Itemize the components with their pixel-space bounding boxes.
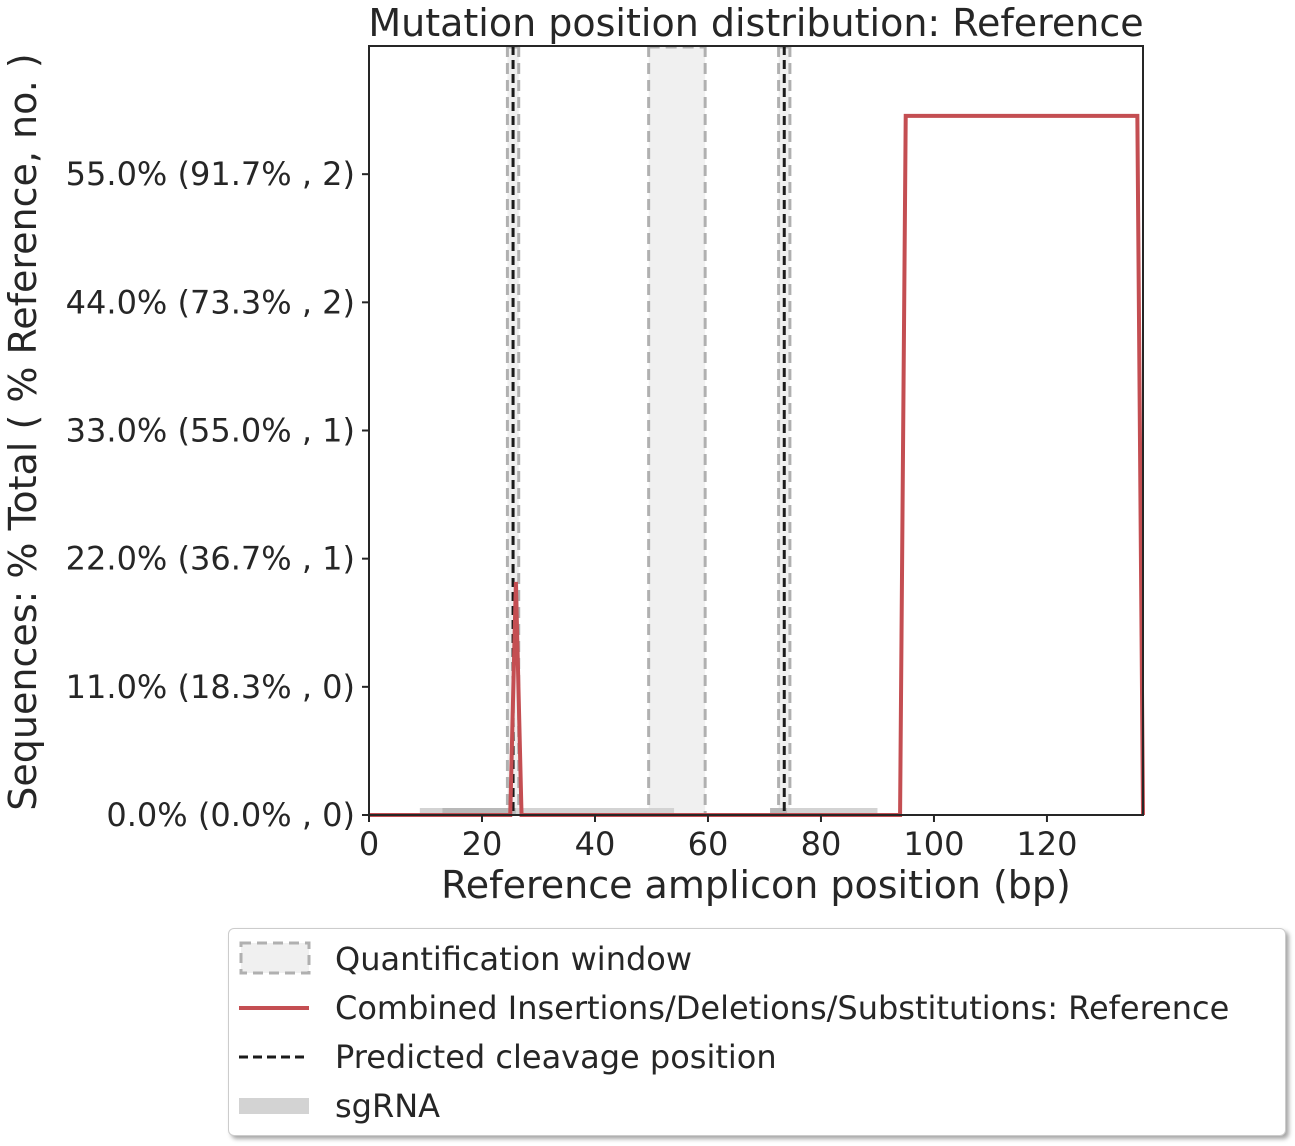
legend-item-quantification-window: Quantification window bbox=[229, 937, 1285, 981]
legend: Quantification window Combined Insertion… bbox=[228, 928, 1286, 1136]
x-tick-label: 60 bbox=[688, 825, 729, 863]
series-line-0 bbox=[369, 113, 1145, 817]
sgrna-bar-1 bbox=[770, 808, 878, 815]
x-tick-label: 0 bbox=[359, 825, 379, 863]
legend-item-sgrna: sgRNA bbox=[229, 1084, 1285, 1128]
cleavage-line-swatch bbox=[239, 1055, 309, 1059]
y-tick-label: 0.0% (0.0% , 0) bbox=[106, 796, 355, 834]
x-tick-label: 100 bbox=[903, 825, 964, 863]
combined-line-swatch bbox=[239, 1006, 309, 1010]
quantification-window-swatch bbox=[239, 941, 311, 975]
legend-label: sgRNA bbox=[335, 1087, 441, 1125]
y-tick-label: 22.0% (36.7% , 1) bbox=[66, 540, 355, 578]
legend-item-combined-indels: Combined Insertions/Deletions/Substituti… bbox=[229, 986, 1285, 1030]
legend-label: Combined Insertions/Deletions/Substituti… bbox=[335, 989, 1230, 1027]
quantification-window-1 bbox=[648, 46, 706, 815]
x-tick-label: 40 bbox=[575, 825, 616, 863]
sgrna-bar-0 bbox=[419, 808, 675, 815]
sgrna-swatch bbox=[239, 1098, 309, 1114]
legend-label: Quantification window bbox=[335, 940, 693, 978]
legend-label: Predicted cleavage position bbox=[335, 1038, 777, 1076]
y-tick-label: 33.0% (55.0% , 1) bbox=[66, 412, 355, 450]
axes-frame bbox=[368, 45, 1144, 816]
x-tick-label: 20 bbox=[462, 825, 503, 863]
x-tick-label: 80 bbox=[801, 825, 842, 863]
legend-item-cleavage-position: Predicted cleavage position bbox=[229, 1035, 1285, 1079]
x-tick-label: 120 bbox=[1016, 825, 1077, 863]
sgrna-overlap-1 bbox=[770, 808, 788, 815]
mutation-position-chart: Mutation position distribution: Referenc… bbox=[1, 1, 1145, 907]
y-tick-label: 44.0% (73.3% , 2) bbox=[66, 283, 355, 321]
chart-title: Mutation position distribution: Referenc… bbox=[368, 1, 1143, 45]
y-axis-label: Sequences: % Total ( % Reference, no. ) bbox=[1, 53, 45, 810]
x-axis-label: Reference amplicon position (bp) bbox=[441, 863, 1071, 907]
y-tick-label: 11.0% (18.3% , 0) bbox=[66, 668, 355, 706]
plot-area: 0 20 40 60 80 100 120 0.0% (0.0% , 0) 11.0% (18.… bbox=[66, 45, 1145, 863]
sgrna-overlap-0 bbox=[442, 808, 516, 815]
y-tick-label: 55.0% (91.7% , 2) bbox=[66, 155, 355, 193]
